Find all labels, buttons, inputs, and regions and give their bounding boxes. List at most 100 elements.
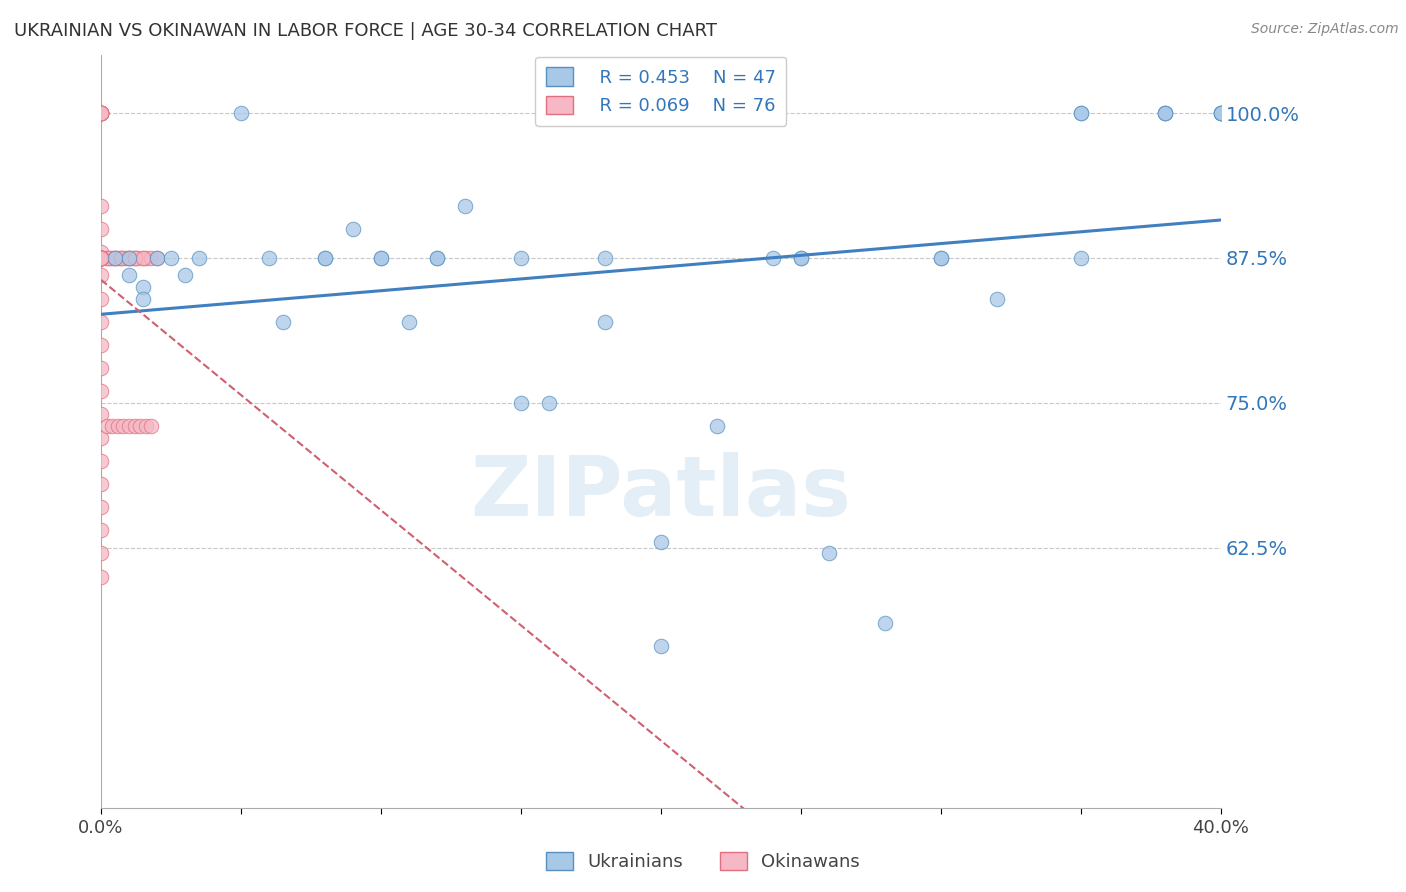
- Point: [146, 251, 169, 265]
- Point: [90, 106, 112, 120]
- Point: [90, 106, 112, 120]
- Point: [110, 251, 132, 265]
- Point: [135, 419, 157, 434]
- Point: [90, 251, 112, 265]
- Point: [593, 315, 616, 329]
- Point: [135, 251, 157, 265]
- Point: [90, 251, 112, 265]
- Point: [90, 477, 112, 491]
- Point: [90, 524, 112, 538]
- Point: [101, 251, 124, 265]
- Point: [98, 251, 121, 265]
- Point: [90, 251, 112, 265]
- Point: [118, 251, 141, 265]
- Point: [118, 251, 141, 265]
- Point: [1153, 106, 1175, 120]
- Point: [90, 251, 112, 265]
- Text: ZIPatlas: ZIPatlas: [471, 451, 852, 533]
- Point: [124, 251, 146, 265]
- Point: [90, 251, 112, 265]
- Point: [104, 251, 127, 265]
- Point: [132, 292, 155, 306]
- Point: [132, 251, 155, 265]
- Point: [1209, 106, 1232, 120]
- Point: [118, 268, 141, 283]
- Point: [817, 546, 839, 560]
- Point: [90, 251, 112, 265]
- Point: [1209, 106, 1232, 120]
- Point: [1209, 106, 1232, 120]
- Point: [90, 106, 112, 120]
- Point: [90, 251, 112, 265]
- Point: [1070, 106, 1092, 120]
- Point: [110, 251, 132, 265]
- Point: [90, 251, 112, 265]
- Point: [90, 251, 112, 265]
- Point: [90, 251, 112, 265]
- Point: [1153, 106, 1175, 120]
- Point: [124, 419, 146, 434]
- Point: [90, 569, 112, 583]
- Point: [454, 199, 477, 213]
- Point: [90, 251, 112, 265]
- Point: [90, 251, 112, 265]
- Point: [90, 106, 112, 120]
- Legend: Ukrainians, Okinawans: Ukrainians, Okinawans: [538, 845, 868, 879]
- Point: [160, 251, 183, 265]
- Text: Source: ZipAtlas.com: Source: ZipAtlas.com: [1251, 22, 1399, 37]
- Point: [257, 251, 280, 265]
- Point: [90, 199, 112, 213]
- Point: [706, 419, 728, 434]
- Point: [118, 251, 141, 265]
- Point: [509, 396, 531, 410]
- Point: [132, 251, 155, 265]
- Point: [650, 534, 672, 549]
- Point: [187, 251, 209, 265]
- Point: [112, 419, 135, 434]
- Point: [101, 419, 124, 434]
- Point: [90, 361, 112, 376]
- Legend:   R = 0.453    N = 47,   R = 0.069    N = 76: R = 0.453 N = 47, R = 0.069 N = 76: [536, 56, 786, 126]
- Point: [90, 431, 112, 445]
- Point: [90, 251, 112, 265]
- Point: [90, 106, 112, 120]
- Point: [509, 251, 531, 265]
- Point: [90, 106, 112, 120]
- Point: [90, 251, 112, 265]
- Point: [271, 315, 294, 329]
- Point: [90, 408, 112, 422]
- Text: UKRAINIAN VS OKINAWAN IN LABOR FORCE | AGE 30-34 CORRELATION CHART: UKRAINIAN VS OKINAWAN IN LABOR FORCE | A…: [14, 22, 717, 40]
- Point: [90, 251, 112, 265]
- Point: [141, 419, 163, 434]
- Point: [593, 251, 616, 265]
- Point: [129, 419, 152, 434]
- Point: [762, 251, 785, 265]
- Point: [314, 251, 336, 265]
- Point: [115, 251, 138, 265]
- Point: [96, 251, 118, 265]
- Point: [107, 251, 129, 265]
- Point: [98, 251, 121, 265]
- Point: [90, 251, 112, 265]
- Point: [537, 396, 560, 410]
- Point: [121, 251, 143, 265]
- Point: [650, 639, 672, 653]
- Point: [146, 251, 169, 265]
- Point: [90, 106, 112, 120]
- Point: [1209, 106, 1232, 120]
- Point: [104, 251, 127, 265]
- Point: [790, 251, 813, 265]
- Point: [342, 222, 364, 236]
- Point: [426, 251, 449, 265]
- Point: [118, 419, 141, 434]
- Point: [986, 292, 1008, 306]
- Point: [107, 419, 129, 434]
- Point: [90, 384, 112, 399]
- Point: [127, 251, 149, 265]
- Point: [929, 251, 952, 265]
- Point: [426, 251, 449, 265]
- Point: [229, 106, 252, 120]
- Point: [90, 106, 112, 120]
- Point: [1070, 106, 1092, 120]
- Point: [90, 268, 112, 283]
